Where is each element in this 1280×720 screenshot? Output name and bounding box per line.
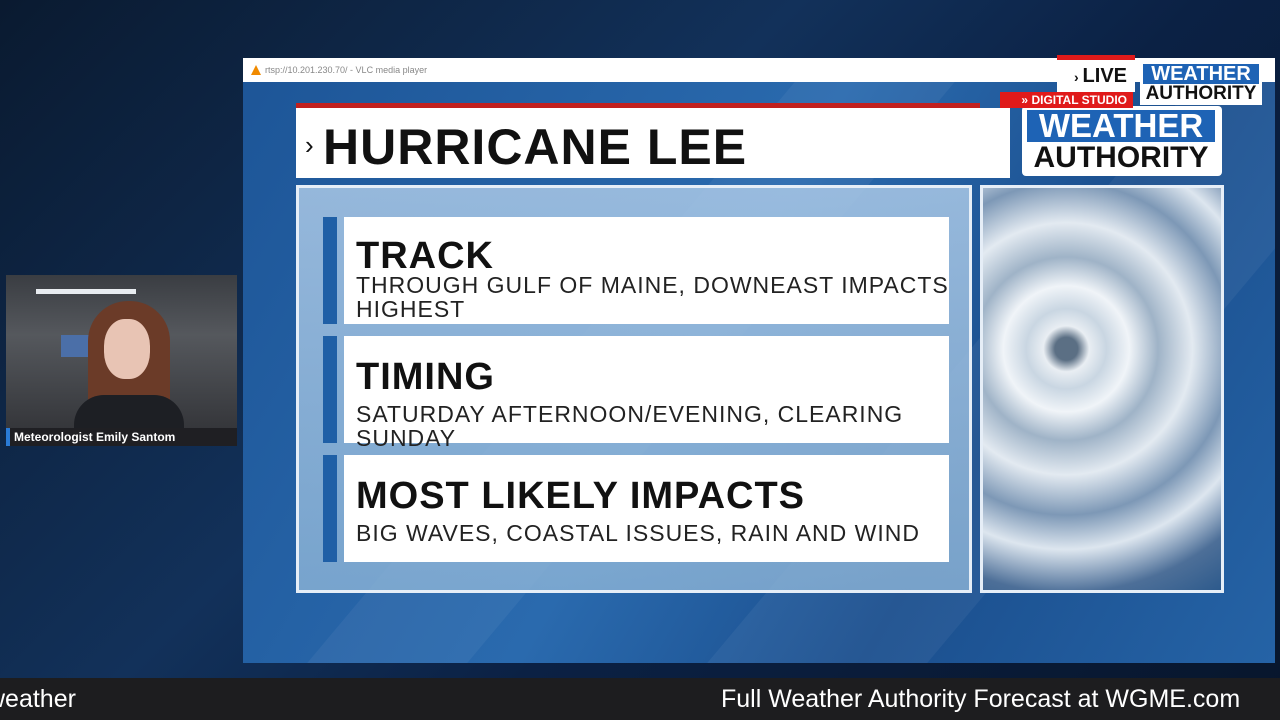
card-accent [323, 336, 337, 443]
logo-top: WEATHER [1027, 109, 1215, 142]
info-panel: TRACK THROUGH GULF OF MAINE, DOWNEAST IMP… [296, 185, 972, 593]
logo-bottom: AUTHORITY [1145, 83, 1257, 104]
presenter-camera: Meteorologist Emily Santom [6, 275, 237, 446]
card-accent [323, 217, 337, 324]
studio-label: DIGITAL STUDIO [1031, 93, 1127, 107]
ticker: weather Full Weather Authority Forecast … [0, 678, 1280, 720]
video-player: rtsp://10.201.230.70/ - VLC media player… [243, 58, 1275, 663]
vlc-icon [251, 65, 261, 75]
monitor [61, 335, 91, 357]
card: TRACK THROUGH GULF OF MAINE, DOWNEAST IMP… [344, 217, 949, 324]
station-logo: WEATHER AUTHORITY [1140, 62, 1262, 105]
card-heading: TRACK [356, 235, 494, 277]
card-heading: TIMING [356, 356, 495, 398]
ticker-left: weather [0, 685, 76, 713]
name-tag: Meteorologist Emily Santom [6, 428, 237, 446]
graphic-title: HURRICANE LEE [323, 119, 748, 175]
logo-bottom: AUTHORITY [1033, 141, 1209, 174]
accent-line [296, 103, 980, 108]
satellite-image [980, 185, 1224, 593]
header-bar [296, 108, 1010, 178]
card: MOST LIKELY IMPACTS BIG WAVES, COASTAL IS… [344, 455, 949, 562]
live-label: LIVE [1082, 65, 1127, 87]
window-title: rtsp://10.201.230.70/ - VLC media player [265, 65, 428, 75]
logo-top: WEATHER [1143, 64, 1259, 84]
chevron: › [305, 130, 314, 160]
studio-badge: » DIGITAL STUDIO [1000, 92, 1133, 108]
ticker-right: Full Weather Authority Forecast at WGME.… [721, 685, 1241, 713]
face [104, 319, 150, 379]
card: TIMING SATURDAY AFTERNOON/EVENING, CLEARI… [344, 336, 949, 450]
card-accent [323, 455, 337, 562]
card-heading: MOST LIKELY IMPACTS [356, 475, 806, 517]
ceiling-light [36, 289, 136, 294]
live-badge: › LIVE [1057, 55, 1135, 92]
logo: WEATHER AUTHORITY [1022, 106, 1222, 176]
card-text: SATURDAY AFTERNOON/EVENING, CLEARING SUN… [356, 401, 904, 451]
card-text: THROUGH GULF OF MAINE, DOWNEAST IMPACTS … [356, 272, 949, 322]
card-text: BIG WAVES, COASTAL ISSUES, RAIN AND WIND [356, 520, 920, 546]
